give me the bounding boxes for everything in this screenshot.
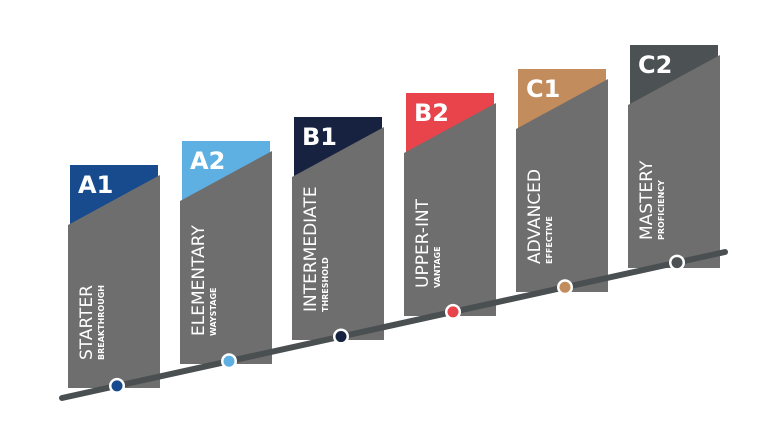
level-dot-inner — [335, 331, 347, 343]
level-column: A1 STARTER BREAKTHROUGH — [68, 165, 160, 388]
level-card — [68, 175, 160, 388]
level-name: STARTER — [77, 285, 97, 360]
level-code: C2 — [638, 51, 672, 79]
level-code: B1 — [302, 123, 337, 151]
level-card — [404, 103, 496, 316]
level-code: A2 — [190, 147, 225, 175]
level-card — [628, 55, 720, 268]
level-name: INTERMEDIATE — [301, 186, 321, 312]
level-subtitle: BREAKTHROUGH — [97, 285, 106, 360]
level-name: ADVANCED — [525, 169, 545, 264]
level-subtitle: WAYSTAGE — [209, 287, 218, 336]
timeline — [59, 249, 728, 401]
level-name: MASTERY — [637, 160, 657, 240]
level-subtitle: VANTAGE — [433, 246, 442, 288]
level-code: A1 — [78, 171, 113, 199]
level-code: C1 — [526, 75, 560, 103]
level-column: C1 ADVANCED EFFECTIVE — [516, 69, 608, 292]
level-card — [292, 127, 384, 340]
level-subtitle: PROFICIENCY — [657, 180, 666, 240]
level-column: B2 UPPER-INT VANTAGE — [404, 93, 496, 316]
level-subtitle: THRESHOLD — [321, 257, 330, 312]
level-card — [516, 79, 608, 292]
level-code: B2 — [414, 99, 449, 127]
level-name: ELEMENTARY — [189, 225, 209, 336]
level-dot-inner — [111, 380, 123, 392]
level-dot-inner — [671, 257, 683, 269]
level-dot-inner — [223, 355, 235, 367]
level-dot-inner — [447, 306, 459, 318]
level-subtitle: EFFECTIVE — [545, 216, 554, 264]
level-name: UPPER-INT — [413, 198, 433, 288]
level-column: C2 MASTERY PROFICIENCY — [628, 45, 720, 268]
level-column: B1 INTERMEDIATE THRESHOLD — [292, 117, 384, 340]
level-column: A2 ELEMENTARY WAYSTAGE — [180, 141, 272, 364]
level-card — [180, 151, 272, 364]
level-dot-inner — [559, 281, 571, 293]
